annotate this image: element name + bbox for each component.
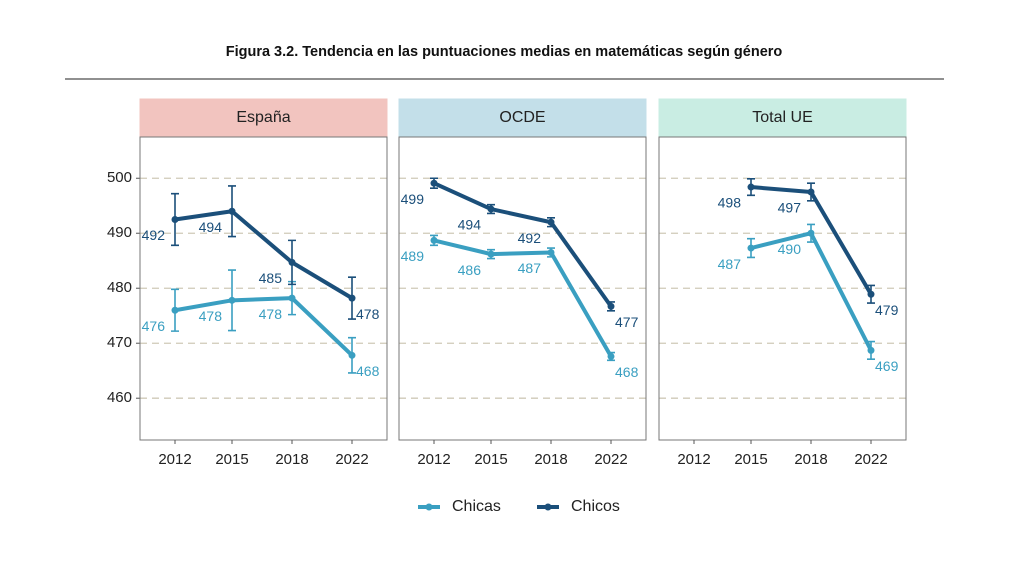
point — [348, 351, 356, 359]
facet-title: Total UE — [752, 109, 812, 126]
x-tick-label: 2018 — [794, 451, 827, 468]
panel-border — [139, 136, 388, 441]
y-tick-label: 460 — [107, 389, 132, 406]
panel-border — [398, 136, 647, 441]
value-label: 492 — [518, 230, 542, 246]
legend-marker — [425, 503, 433, 511]
point — [171, 215, 179, 223]
series-line — [750, 231, 873, 352]
facet-title: OCDE — [499, 109, 545, 126]
value-label: 498 — [718, 195, 742, 211]
value-label: 469 — [875, 358, 899, 374]
point — [171, 306, 179, 314]
legend-label: Chicas — [452, 498, 501, 515]
value-label: 486 — [458, 262, 482, 278]
panel-border — [658, 136, 907, 441]
point — [228, 207, 236, 215]
value-label: 478 — [199, 308, 223, 324]
point — [867, 290, 875, 298]
value-label: 479 — [875, 302, 899, 318]
point — [288, 258, 296, 266]
legend-label: Chicos — [571, 498, 620, 515]
point — [487, 205, 495, 213]
value-label: 494 — [458, 217, 482, 233]
x-tick-label: 2012 — [677, 451, 710, 468]
x-tick-label: 2015 — [215, 451, 248, 468]
x-tick-label: 2012 — [158, 451, 191, 468]
value-label: 478 — [259, 306, 283, 322]
x-tick-label: 2018 — [534, 451, 567, 468]
y-tick-label: 470 — [107, 334, 132, 351]
point — [807, 229, 815, 237]
series-line — [174, 209, 354, 300]
point — [867, 346, 875, 354]
point — [348, 294, 356, 302]
value-label: 487 — [718, 256, 742, 272]
value-label: 476 — [142, 318, 166, 334]
legend-marker — [544, 503, 552, 511]
point — [747, 244, 755, 252]
value-label: 499 — [401, 191, 425, 207]
y-tick-label: 490 — [107, 224, 132, 241]
x-tick-label: 2012 — [417, 451, 450, 468]
point — [547, 248, 555, 256]
value-label: 492 — [142, 227, 166, 243]
value-label: 468 — [356, 363, 380, 379]
value-label: 468 — [615, 364, 639, 380]
y-tick-label: 480 — [107, 279, 132, 296]
point — [288, 294, 296, 302]
series-line — [433, 238, 613, 358]
facet-title: España — [236, 109, 290, 126]
facet-strip — [658, 98, 907, 137]
point — [430, 236, 438, 244]
x-tick-label: 2018 — [275, 451, 308, 468]
point — [487, 250, 495, 258]
point — [228, 296, 236, 304]
value-label: 494 — [199, 219, 223, 235]
value-label: 489 — [401, 248, 425, 264]
value-label: 478 — [356, 306, 380, 322]
point — [430, 179, 438, 187]
point — [747, 183, 755, 191]
x-tick-label: 2022 — [335, 451, 368, 468]
value-label: 497 — [778, 200, 802, 216]
x-tick-label: 2015 — [474, 451, 507, 468]
point — [547, 218, 555, 226]
figure-title: Figura 3.2. Tendencia en las puntuacione… — [226, 44, 783, 60]
value-label: 485 — [259, 270, 283, 286]
facet-strip — [139, 98, 388, 137]
x-tick-label: 2022 — [594, 451, 627, 468]
x-tick-label: 2015 — [734, 451, 767, 468]
y-tick-label: 500 — [107, 169, 132, 186]
x-tick-label: 2022 — [854, 451, 887, 468]
value-label: 490 — [778, 241, 802, 257]
point — [607, 302, 615, 310]
point — [607, 352, 615, 360]
value-label: 487 — [518, 260, 542, 276]
series-line — [433, 181, 613, 308]
value-label: 477 — [615, 314, 639, 330]
facet-strip — [398, 98, 647, 137]
point — [807, 188, 815, 196]
series-line — [174, 296, 354, 357]
